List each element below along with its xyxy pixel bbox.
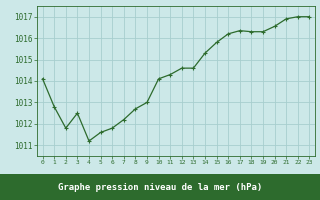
Text: Graphe pression niveau de la mer (hPa): Graphe pression niveau de la mer (hPa) [58,182,262,192]
